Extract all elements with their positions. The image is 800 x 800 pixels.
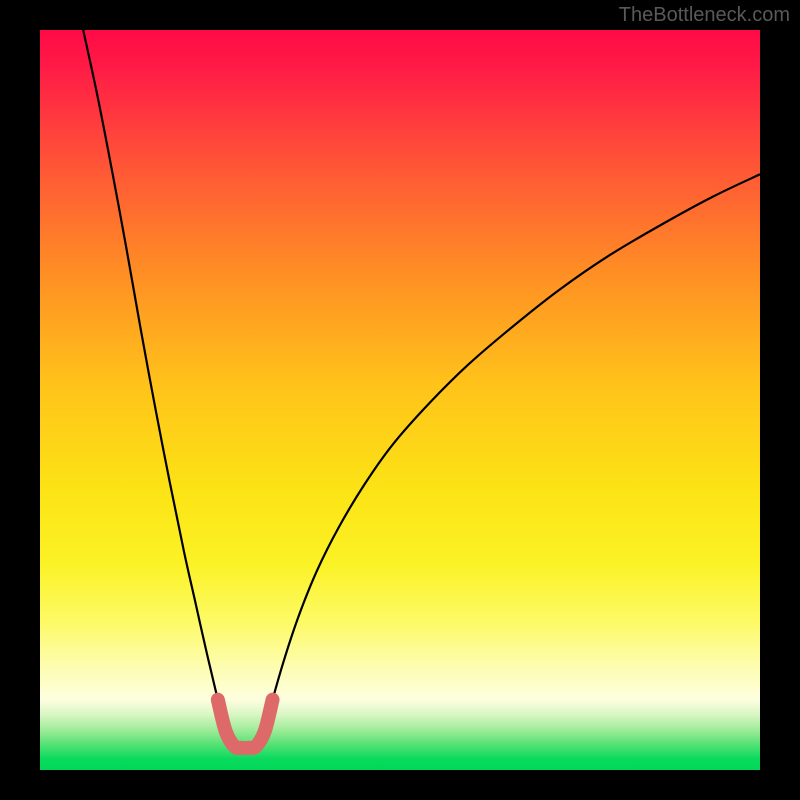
bottleneck-chart	[0, 0, 800, 800]
chart-container: TheBottleneck.com	[0, 0, 800, 800]
watermark-text: TheBottleneck.com	[619, 4, 790, 27]
plot-background	[40, 30, 760, 770]
